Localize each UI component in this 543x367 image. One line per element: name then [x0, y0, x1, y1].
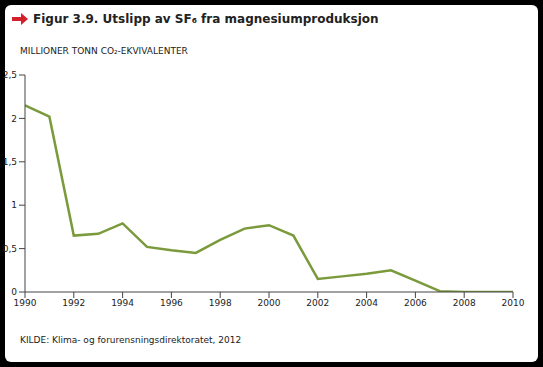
svg-text:2: 2: [11, 114, 17, 124]
svg-text:1996: 1996: [160, 298, 183, 308]
svg-text:1: 1: [11, 200, 17, 210]
svg-text:1998: 1998: [209, 298, 232, 308]
svg-text:2008: 2008: [453, 298, 476, 308]
svg-text:2004: 2004: [355, 298, 378, 308]
svg-text:2010: 2010: [502, 298, 525, 308]
svg-text:2006: 2006: [404, 298, 427, 308]
svg-text:0: 0: [11, 287, 17, 297]
svg-text:1,5: 1,5: [8, 157, 17, 167]
html-text:MILLIONER TONN CO₂-EKVIVALENTE: MILLIONER TONN CO₂-EKVIVALENTER: [20, 46, 188, 56]
html-text:KILDE: Klima- og forurensnings: KILDE: Klima- og forurensningsdirektorat…: [20, 335, 242, 345]
svg-text:2,5: 2,5: [8, 70, 17, 80]
svg-text:2002: 2002: [306, 298, 329, 308]
svg-text:2000: 2000: [258, 298, 281, 308]
svg-text:1994: 1994: [111, 298, 134, 308]
svg-text:0,5: 0,5: [8, 244, 17, 254]
html-text:Figur 3.9. Utslipp av SF₆ fra: Figur 3.9. Utslipp av SF₆ fra magnesiump…: [33, 12, 379, 26]
svg-text:1992: 1992: [62, 298, 85, 308]
svg-text:1990: 1990: [14, 298, 37, 308]
